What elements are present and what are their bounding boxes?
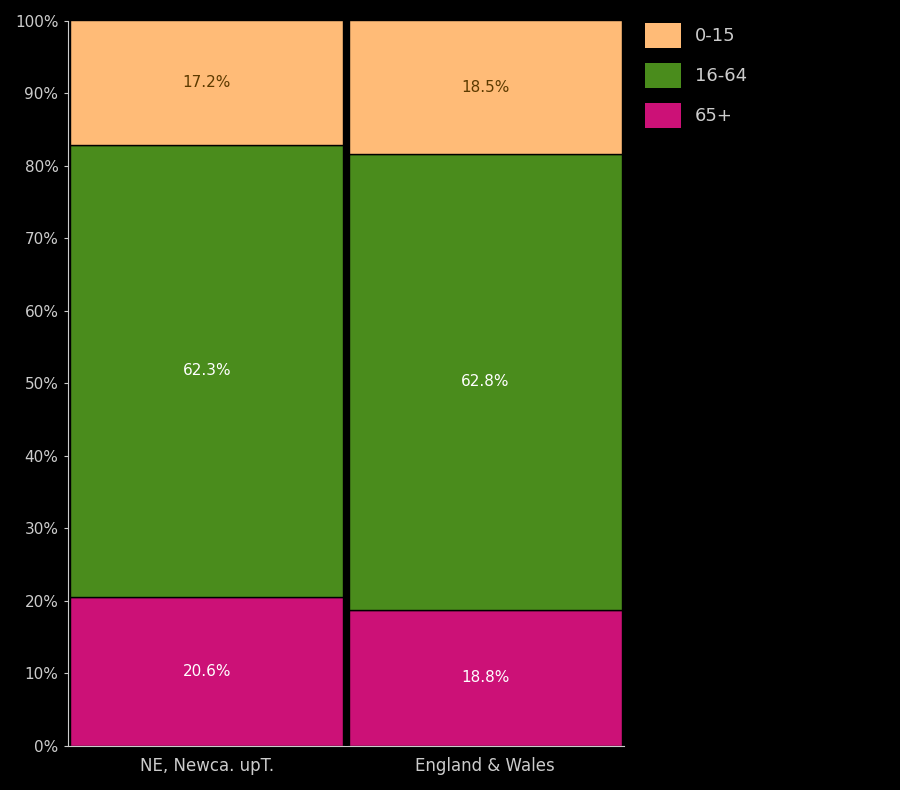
Legend: 0-15, 16-64, 65+: 0-15, 16-64, 65+ — [644, 23, 747, 128]
Bar — [70, 145, 343, 596]
Text: 62.3%: 62.3% — [183, 363, 231, 378]
Text: 18.5%: 18.5% — [461, 80, 509, 95]
Text: 20.6%: 20.6% — [183, 664, 231, 679]
Bar — [70, 596, 343, 746]
Text: 18.8%: 18.8% — [461, 670, 509, 685]
Bar — [70, 21, 343, 145]
Bar — [348, 610, 622, 746]
Bar — [348, 21, 622, 154]
Text: 62.8%: 62.8% — [461, 374, 509, 389]
Bar — [348, 154, 622, 610]
Text: 17.2%: 17.2% — [183, 75, 231, 90]
